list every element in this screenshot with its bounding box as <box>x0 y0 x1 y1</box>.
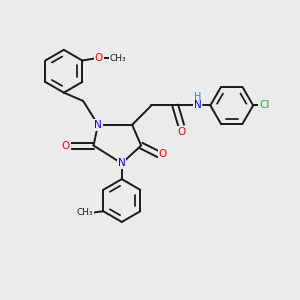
Text: CH₃: CH₃ <box>76 208 93 217</box>
Text: O: O <box>158 149 166 160</box>
Text: O: O <box>62 140 70 151</box>
Text: N: N <box>118 158 126 168</box>
Text: O: O <box>178 127 186 137</box>
Text: H: H <box>194 92 201 102</box>
Text: N: N <box>94 120 102 130</box>
Text: Cl: Cl <box>259 100 269 110</box>
Text: CH₃: CH₃ <box>110 54 126 63</box>
Text: N: N <box>194 100 201 110</box>
Text: O: O <box>94 53 103 63</box>
